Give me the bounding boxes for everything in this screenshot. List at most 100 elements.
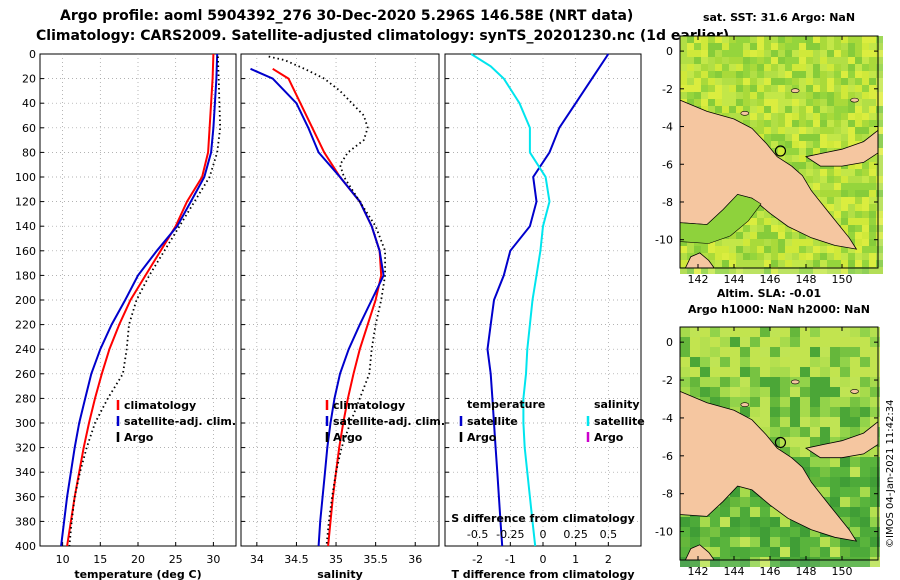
map-pixel bbox=[830, 387, 840, 397]
y-tick-label: 220 bbox=[15, 319, 36, 332]
map-pixel bbox=[820, 407, 830, 417]
map-pixel bbox=[701, 92, 708, 99]
map-pixel bbox=[757, 232, 764, 239]
map-pixel bbox=[780, 427, 790, 437]
map-pixel bbox=[806, 120, 813, 127]
map-pixel bbox=[730, 487, 740, 497]
map-pixel bbox=[813, 99, 820, 106]
map-pixel bbox=[770, 337, 780, 347]
map-pixel bbox=[778, 246, 785, 253]
map-pixel bbox=[799, 246, 806, 253]
map-pixel bbox=[820, 106, 827, 113]
map-pixel bbox=[771, 120, 778, 127]
map-pixel bbox=[792, 120, 799, 127]
map-pixel bbox=[680, 36, 687, 43]
map-pixel bbox=[710, 377, 720, 387]
map-pixel bbox=[780, 367, 790, 377]
map-pixel bbox=[834, 106, 841, 113]
map-pixel bbox=[740, 377, 750, 387]
map-pixel bbox=[729, 85, 736, 92]
map-pixel bbox=[778, 260, 785, 267]
map-pixel bbox=[813, 36, 820, 43]
map-pixel bbox=[736, 71, 743, 78]
map-pixel bbox=[841, 127, 848, 134]
map-pixel bbox=[799, 99, 806, 106]
map-pixel bbox=[840, 487, 850, 497]
map-pixel bbox=[870, 447, 880, 457]
map-pixel bbox=[715, 57, 722, 64]
map-pixel bbox=[792, 106, 799, 113]
map-pixel bbox=[869, 169, 876, 176]
map-pixel bbox=[736, 232, 743, 239]
map-pixel bbox=[710, 357, 720, 367]
map-pixel bbox=[840, 377, 850, 387]
map-pixel bbox=[760, 357, 770, 367]
map-pixel bbox=[840, 417, 850, 427]
map-pixel bbox=[757, 120, 764, 127]
map-pixel bbox=[848, 183, 855, 190]
map-pixel bbox=[862, 169, 869, 176]
map-pixel bbox=[840, 347, 850, 357]
map-pixel bbox=[876, 162, 883, 169]
map-pixel bbox=[715, 64, 722, 71]
map-pixel bbox=[860, 407, 870, 417]
map-pixel bbox=[770, 367, 780, 377]
map-pixel bbox=[820, 457, 830, 467]
map-pixel bbox=[810, 367, 820, 377]
map-pixel bbox=[700, 347, 710, 357]
map-pixel bbox=[848, 57, 855, 64]
map-x-tick-label: 150 bbox=[832, 273, 853, 286]
map-pixel bbox=[850, 357, 860, 367]
map-pixel bbox=[862, 36, 869, 43]
map-pixel bbox=[757, 218, 764, 225]
series-salinity-satellite bbox=[470, 53, 551, 547]
map-pixel bbox=[830, 467, 840, 477]
map-pixel bbox=[780, 377, 790, 387]
x-tick-label: 35.5 bbox=[363, 553, 388, 566]
map-pixel bbox=[715, 106, 722, 113]
map-y-tick-label: -4 bbox=[662, 121, 673, 134]
map-pixel bbox=[750, 387, 760, 397]
map-pixel bbox=[848, 253, 855, 260]
map-pixel bbox=[710, 367, 720, 377]
map-pixel bbox=[701, 78, 708, 85]
map-pixel bbox=[757, 127, 764, 134]
map-pixel bbox=[820, 50, 827, 57]
map-pixel bbox=[771, 57, 778, 64]
y-tick-label: 360 bbox=[15, 491, 36, 504]
map-pixel bbox=[841, 64, 848, 71]
legend-label: Argo bbox=[124, 431, 154, 444]
x-tick-label: 10 bbox=[56, 553, 70, 566]
map-pixel bbox=[848, 85, 855, 92]
map-pixel bbox=[841, 183, 848, 190]
map-pixel bbox=[870, 327, 880, 337]
map-y-tick-label: -6 bbox=[662, 450, 673, 463]
legend-label: satellite bbox=[594, 415, 645, 428]
map-pixel bbox=[792, 71, 799, 78]
profile-panel-1: 10 15 20 25 30020406080100120140160180200220… bbox=[15, 48, 237, 580]
map-pixel bbox=[760, 547, 770, 557]
map-pixel bbox=[785, 267, 792, 274]
map-pixel bbox=[708, 260, 715, 267]
map-pixel bbox=[743, 43, 750, 50]
map-pixel bbox=[740, 557, 750, 567]
map-pixel bbox=[722, 78, 729, 85]
map-pixel bbox=[694, 57, 701, 64]
map-pixel bbox=[729, 99, 736, 106]
map-x-tick-label: 150 bbox=[832, 565, 853, 578]
map-pixel bbox=[764, 120, 771, 127]
map-pixel bbox=[710, 547, 720, 557]
map-pixel bbox=[722, 239, 729, 246]
map-pixel bbox=[834, 218, 841, 225]
map-pixel bbox=[855, 162, 862, 169]
map-pixel bbox=[694, 78, 701, 85]
map-pixel bbox=[827, 253, 834, 260]
map-pixel bbox=[840, 367, 850, 377]
map-pixel bbox=[708, 64, 715, 71]
map-pixel bbox=[785, 43, 792, 50]
map-pixel bbox=[841, 190, 848, 197]
map-pixel bbox=[806, 239, 813, 246]
map-pixel bbox=[855, 176, 862, 183]
map-pixel bbox=[792, 162, 799, 169]
map-pixel bbox=[869, 176, 876, 183]
